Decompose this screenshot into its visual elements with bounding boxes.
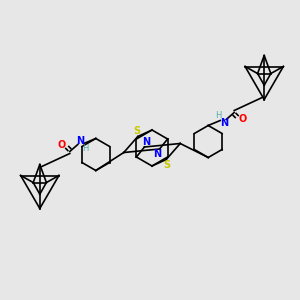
Text: N: N: [142, 137, 151, 147]
Text: S: S: [164, 160, 171, 170]
Text: H: H: [82, 144, 89, 153]
Text: N: N: [154, 149, 162, 159]
Text: S: S: [133, 127, 140, 136]
Text: N: N: [76, 136, 84, 146]
Text: H: H: [215, 111, 221, 120]
Text: O: O: [58, 140, 66, 151]
Text: N: N: [220, 118, 228, 128]
Text: O: O: [238, 113, 246, 124]
